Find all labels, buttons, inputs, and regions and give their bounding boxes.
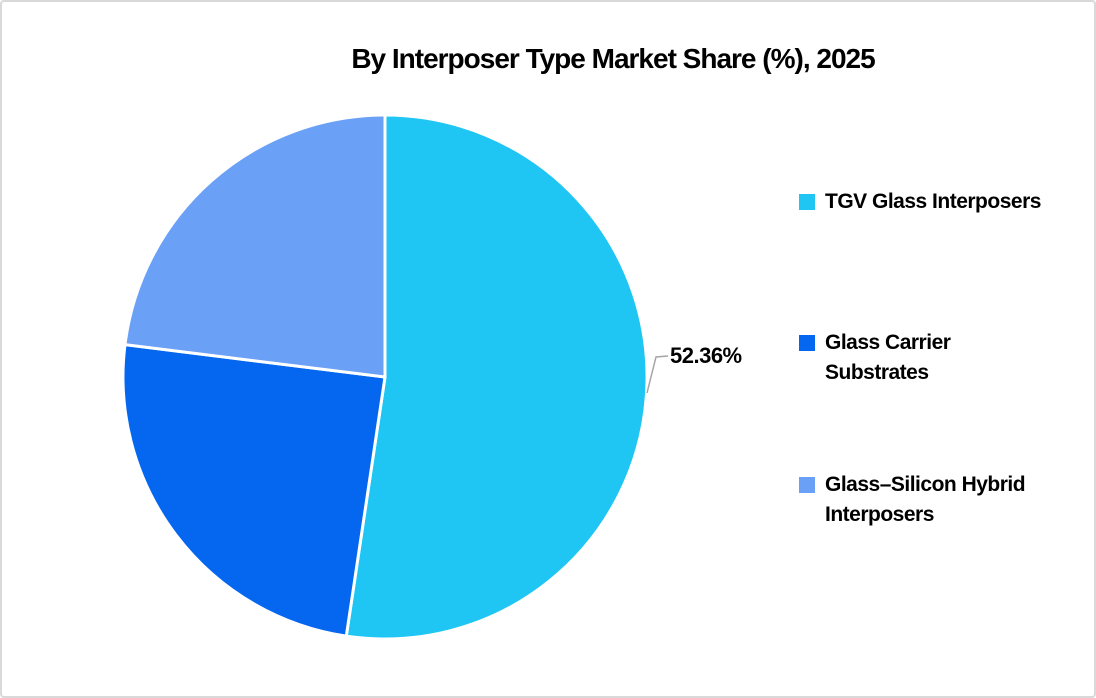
- chart-title: By Interposer Type Market Share (%), 202…: [351, 43, 875, 74]
- legend-swatch-icon: [799, 477, 815, 493]
- data-label-tgv-glass-interposers: 52.36%: [670, 343, 742, 368]
- legend-swatch-icon: [799, 194, 815, 210]
- legend-label: Glass–Silicon Hybrid Interposers: [825, 473, 1026, 526]
- legend-label: TGV Glass Interposers: [825, 190, 1041, 213]
- legend-item-3: Glass–Silicon Hybrid Interposers: [799, 470, 1059, 530]
- legend-swatch-icon: [799, 335, 815, 351]
- leader-line: [646, 355, 669, 394]
- legend-item-2: Glass Carrier Substrates: [799, 328, 1059, 388]
- pie-slice-2: [121, 343, 387, 638]
- pie-slice-1: [344, 113, 649, 641]
- legend-item-1: TGV Glass Interposers: [799, 187, 1059, 217]
- pie-slice-3: [123, 113, 387, 379]
- legend-label: Glass Carrier Substrates: [825, 331, 951, 384]
